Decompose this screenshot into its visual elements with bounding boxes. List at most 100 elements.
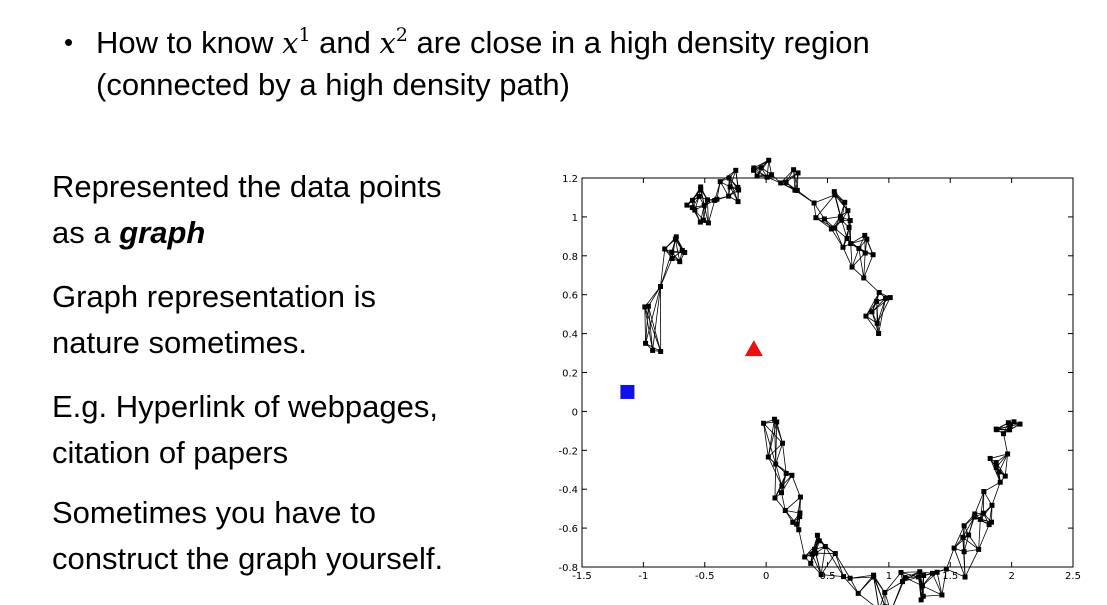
graph-edge bbox=[863, 253, 866, 278]
graph-edge bbox=[873, 575, 885, 605]
graph-edge bbox=[813, 194, 835, 204]
graph-edge bbox=[767, 421, 778, 458]
p4-line2: construct the graph yourself. bbox=[52, 541, 444, 576]
data-point bbox=[816, 538, 822, 544]
graph-edge bbox=[974, 491, 985, 515]
data-point bbox=[735, 184, 741, 190]
bullet-line2: (connected by a high density path) bbox=[96, 67, 570, 102]
data-point bbox=[846, 224, 852, 230]
data-point bbox=[727, 184, 733, 190]
p3-line2: citation of papers bbox=[52, 435, 289, 470]
graph-edge bbox=[865, 315, 879, 334]
data-point bbox=[698, 184, 704, 190]
graph-edge bbox=[674, 239, 681, 262]
graph-edge bbox=[804, 540, 820, 558]
data-point bbox=[831, 189, 837, 195]
graph-edge bbox=[815, 194, 836, 218]
data-point bbox=[790, 519, 796, 525]
graph-edge bbox=[716, 181, 721, 200]
graph-edge bbox=[989, 458, 1001, 483]
data-point bbox=[869, 309, 875, 315]
data-point bbox=[849, 264, 855, 270]
graph-edge bbox=[946, 568, 966, 578]
data-point bbox=[761, 420, 767, 426]
graph-edge bbox=[798, 529, 806, 558]
p1-line1: Represented the data points bbox=[52, 169, 442, 204]
graph-edge bbox=[923, 594, 942, 597]
data-point bbox=[780, 440, 786, 446]
data-point bbox=[951, 545, 957, 551]
graph-edge bbox=[644, 286, 661, 308]
data-point bbox=[698, 187, 704, 193]
data-point bbox=[662, 246, 668, 252]
graph-edge bbox=[729, 170, 737, 188]
data-point bbox=[828, 226, 834, 232]
graph-edge bbox=[858, 248, 865, 279]
x-tick-label: 0 bbox=[763, 571, 769, 582]
data-point bbox=[1007, 423, 1013, 429]
data-point bbox=[971, 514, 977, 520]
graph-edge bbox=[644, 306, 646, 344]
graph-edge bbox=[820, 546, 826, 575]
graph-edge bbox=[1003, 433, 1008, 455]
graph-edge bbox=[904, 577, 923, 587]
math-sup-2: 2 bbox=[395, 24, 408, 46]
data-point bbox=[779, 483, 785, 489]
graph-edge bbox=[707, 199, 709, 223]
data-point bbox=[887, 295, 893, 301]
bullet-mid: and bbox=[310, 25, 380, 60]
data-point bbox=[977, 516, 983, 522]
graph-edge bbox=[990, 453, 1008, 459]
graph-edge bbox=[941, 568, 947, 596]
data-point bbox=[832, 551, 838, 557]
y-tick-label: 0.4 bbox=[562, 330, 578, 341]
y-tick-label: 0.6 bbox=[562, 291, 578, 302]
data-point bbox=[916, 574, 922, 580]
graph-edge bbox=[900, 572, 919, 578]
data-point bbox=[700, 217, 706, 223]
data-point bbox=[797, 510, 803, 516]
data-point bbox=[1011, 419, 1017, 425]
graph-edge bbox=[647, 306, 662, 352]
data-point bbox=[669, 249, 675, 255]
data-point bbox=[841, 574, 847, 580]
data-point bbox=[771, 416, 777, 422]
data-point bbox=[705, 220, 711, 226]
data-point bbox=[773, 461, 779, 467]
graph-edge bbox=[978, 524, 990, 550]
math-x1: x1 bbox=[282, 26, 310, 61]
graph-edge bbox=[953, 525, 965, 549]
data-point bbox=[929, 570, 935, 576]
math-var-x: x bbox=[282, 26, 299, 60]
x-tick-label: 0.5 bbox=[820, 571, 836, 582]
data-point bbox=[792, 187, 798, 193]
data-point bbox=[818, 572, 824, 578]
graph-edge bbox=[652, 286, 661, 351]
data-point bbox=[966, 532, 972, 538]
graph-edge bbox=[774, 419, 777, 465]
p2-line1: Graph representation is bbox=[52, 279, 376, 314]
data-point bbox=[898, 570, 904, 576]
data-point bbox=[861, 275, 867, 281]
graph-edge bbox=[884, 572, 902, 593]
data-point bbox=[717, 179, 723, 185]
graph-edge bbox=[850, 576, 874, 579]
data-point bbox=[764, 174, 770, 180]
data-point bbox=[797, 514, 803, 520]
data-point bbox=[994, 427, 1000, 433]
y-tick-label: 0.2 bbox=[562, 369, 578, 380]
highlight-markers bbox=[620, 340, 763, 399]
data-point bbox=[796, 527, 802, 533]
graph-edge bbox=[1004, 453, 1008, 477]
data-point bbox=[989, 502, 995, 508]
graph-edge bbox=[781, 492, 786, 511]
data-point bbox=[1017, 421, 1023, 427]
data-point bbox=[864, 236, 870, 242]
graph-edge bbox=[991, 482, 1001, 506]
data-point bbox=[812, 546, 818, 552]
graph-edge bbox=[857, 593, 874, 605]
data-point bbox=[774, 419, 780, 425]
y-tick-label: 1.2 bbox=[562, 174, 578, 185]
graph-edge bbox=[775, 463, 783, 487]
graph-edge bbox=[821, 574, 844, 578]
